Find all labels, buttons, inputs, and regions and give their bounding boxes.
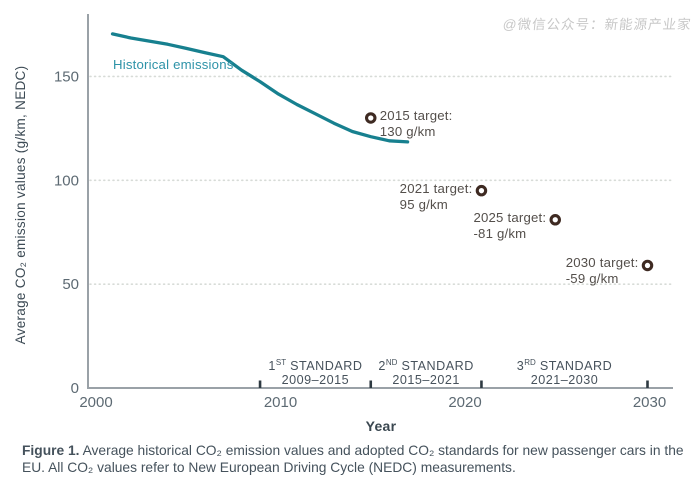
target-label: 2025 target: [473, 209, 547, 225]
target-marker-2015 [364, 112, 377, 124]
target-value: -59 g/km [565, 271, 619, 287]
target-label: 2015 target: [379, 107, 453, 123]
figure-caption: Figure 1. Average historical CO₂ emissio… [22, 442, 684, 476]
standard-label-1: 1ST STANDARD 2009–2015 [268, 356, 362, 387]
standard-years: 2015–2021 [392, 373, 460, 388]
standard-years: 2021–2030 [530, 373, 599, 388]
historical-emissions-line [110, 32, 410, 144]
chart-canvas: 0 50 100 150 2000 2010 2020 2030 [54, 14, 673, 411]
standard-label-3: 3RD STANDARD 2021–2030 [517, 356, 612, 387]
x-tick-label-2010: 2010 [264, 394, 297, 411]
standard-name: 2ND STANDARD [378, 358, 474, 374]
target-annotation-2021: 2021 target: 95 g/km [400, 181, 473, 213]
x-tick-label-2030: 2030 [633, 394, 666, 411]
x-tick-label-2000: 2000 [79, 394, 112, 411]
co2-emissions-chart: 0 50 100 150 2000 2010 2020 2030 Average CO₂ em… [13, 14, 673, 434]
caption-figure-number: Figure 1. [22, 443, 80, 458]
target-label: 2030 target: [565, 255, 639, 271]
target-value: 95 g/km [399, 196, 448, 212]
target-marker-2025 [549, 214, 561, 226]
y-tick-label-50: 50 [62, 276, 79, 293]
target-annotation-2025: 2025 target: -81 g/km [473, 210, 546, 242]
target-value: 130 g/km [379, 123, 436, 139]
target-annotation-2030: 2030 target: -59 g/km [566, 255, 639, 287]
y-axis-label: Average CO₂ emission values (g/km, NEDC) [13, 65, 28, 345]
x-tick-label-2020: 2020 [448, 394, 481, 411]
target-label: 2021 target: [399, 180, 473, 196]
target-marker-2021 [475, 184, 488, 197]
standard-label-2: 2ND STANDARD 2015–2021 [378, 356, 473, 387]
standard-name: 3RD STANDARD [516, 358, 613, 374]
target-marker-2030 [641, 259, 654, 272]
standard-years: 2009–2015 [281, 373, 350, 388]
y-tick-label-150: 150 [54, 68, 79, 85]
target-value: -81 g/km [473, 225, 527, 241]
series-label-historical-emissions: Historical emissions [113, 57, 234, 72]
target-annotation-2015: 2015 target: 130 g/km [380, 108, 453, 140]
y-tick-label-100: 100 [54, 172, 79, 189]
y-tick-label-0: 0 [71, 380, 79, 397]
standard-name: 1ST STANDARD [268, 358, 363, 374]
x-axis-label: Year [365, 418, 397, 434]
caption-text: Average historical CO₂ emission values a… [22, 443, 684, 475]
